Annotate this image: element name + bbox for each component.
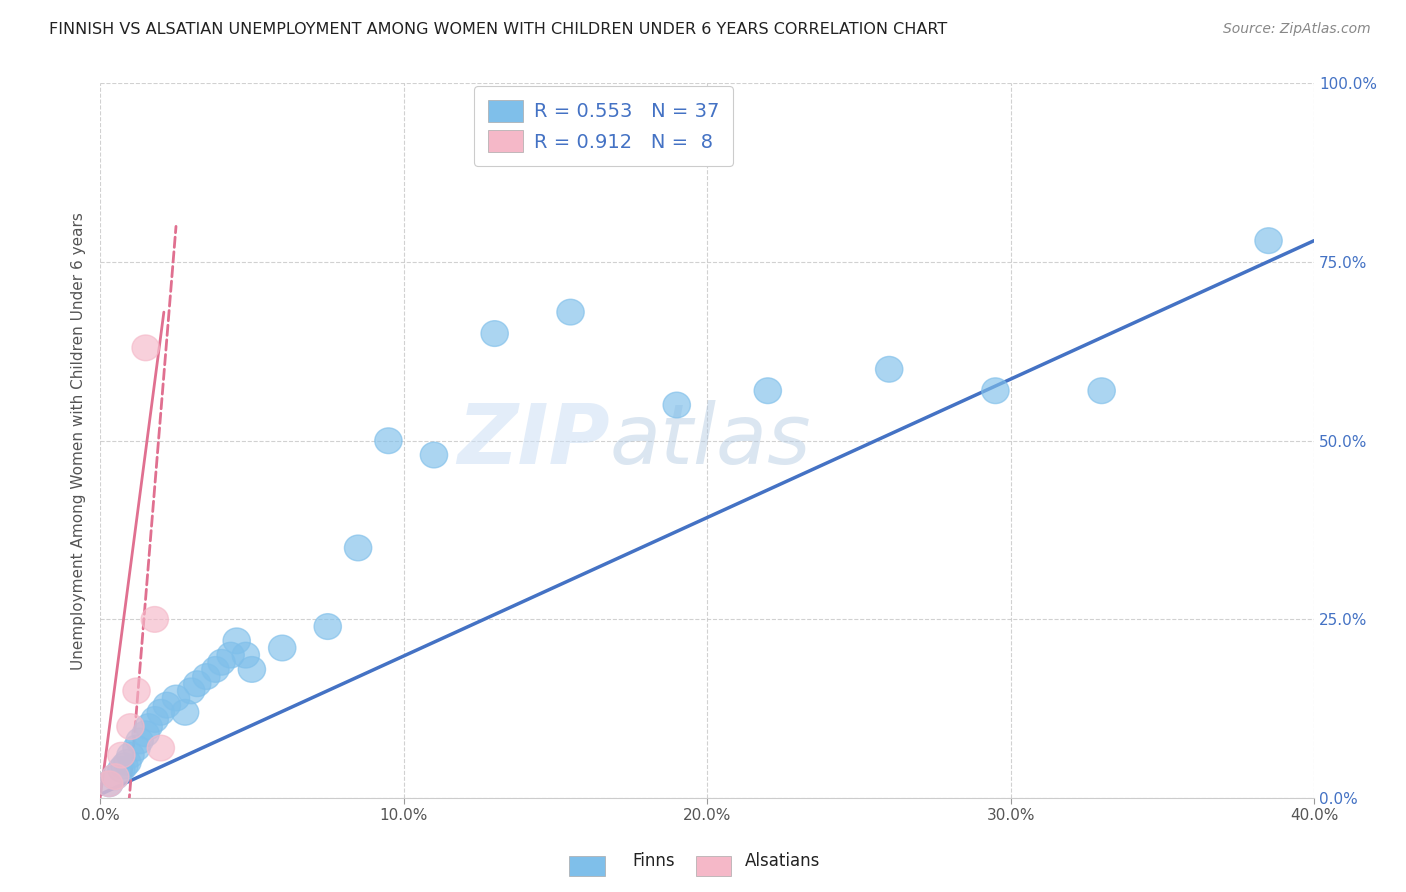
- Ellipse shape: [238, 657, 266, 682]
- Ellipse shape: [232, 642, 260, 668]
- Ellipse shape: [141, 706, 169, 732]
- Ellipse shape: [117, 742, 145, 768]
- Ellipse shape: [184, 671, 211, 697]
- Ellipse shape: [202, 657, 229, 682]
- Ellipse shape: [108, 742, 135, 768]
- Ellipse shape: [132, 335, 159, 360]
- Ellipse shape: [132, 721, 159, 747]
- Ellipse shape: [141, 607, 169, 632]
- Text: Alsatians: Alsatians: [745, 852, 821, 870]
- Ellipse shape: [224, 628, 250, 654]
- Ellipse shape: [481, 321, 509, 346]
- Text: Source: ZipAtlas.com: Source: ZipAtlas.com: [1223, 22, 1371, 37]
- Ellipse shape: [177, 678, 205, 704]
- Ellipse shape: [108, 756, 135, 782]
- Y-axis label: Unemployment Among Women with Children Under 6 years: Unemployment Among Women with Children U…: [72, 211, 86, 670]
- Ellipse shape: [557, 299, 583, 325]
- Ellipse shape: [114, 749, 141, 775]
- Ellipse shape: [876, 357, 903, 382]
- Text: ZIP: ZIP: [457, 401, 610, 482]
- Ellipse shape: [122, 735, 150, 761]
- Ellipse shape: [111, 753, 138, 779]
- Ellipse shape: [344, 535, 371, 561]
- Ellipse shape: [101, 764, 129, 789]
- Ellipse shape: [193, 664, 219, 690]
- Ellipse shape: [664, 392, 690, 417]
- Ellipse shape: [269, 635, 295, 661]
- Ellipse shape: [162, 685, 190, 711]
- Ellipse shape: [172, 699, 198, 725]
- Ellipse shape: [420, 442, 447, 468]
- Text: atlas: atlas: [610, 401, 811, 482]
- Ellipse shape: [153, 692, 180, 718]
- Ellipse shape: [135, 714, 162, 739]
- Ellipse shape: [1256, 227, 1282, 253]
- Ellipse shape: [96, 771, 122, 797]
- Ellipse shape: [208, 649, 235, 675]
- Text: FINNISH VS ALSATIAN UNEMPLOYMENT AMONG WOMEN WITH CHILDREN UNDER 6 YEARS CORRELA: FINNISH VS ALSATIAN UNEMPLOYMENT AMONG W…: [49, 22, 948, 37]
- Ellipse shape: [117, 714, 145, 739]
- Text: Finns: Finns: [633, 852, 675, 870]
- Ellipse shape: [96, 771, 122, 797]
- Ellipse shape: [981, 378, 1010, 403]
- Ellipse shape: [148, 699, 174, 725]
- Ellipse shape: [122, 678, 150, 704]
- Ellipse shape: [127, 728, 153, 754]
- Ellipse shape: [314, 614, 342, 640]
- Ellipse shape: [217, 642, 245, 668]
- Ellipse shape: [101, 764, 129, 789]
- Ellipse shape: [1088, 378, 1115, 403]
- Ellipse shape: [754, 378, 782, 403]
- Ellipse shape: [375, 428, 402, 454]
- Legend: R = 0.553   N = 37, R = 0.912   N =  8: R = 0.553 N = 37, R = 0.912 N = 8: [474, 86, 734, 166]
- Ellipse shape: [148, 735, 174, 761]
